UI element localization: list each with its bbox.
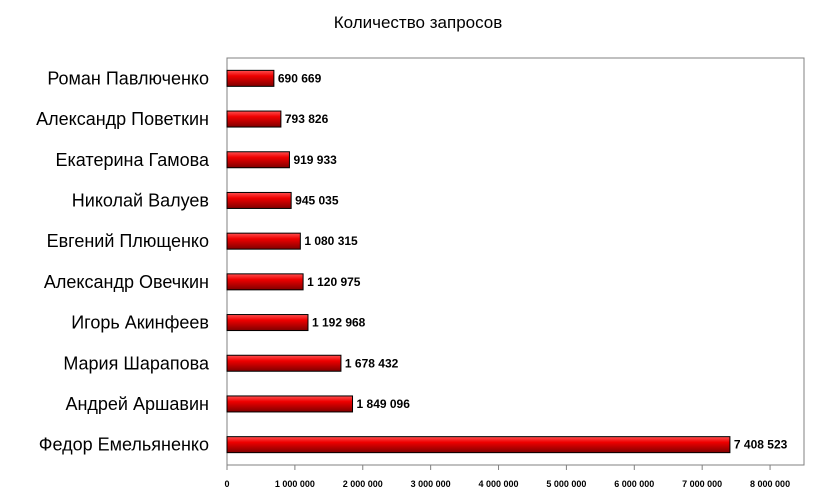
category-label: Евгений Плющенко [47, 231, 209, 251]
category-label: Игорь Акинфеев [71, 313, 209, 333]
bar [226, 110, 282, 128]
category-label: Николай Валуев [72, 190, 209, 210]
bar [226, 232, 301, 250]
bar [226, 436, 731, 454]
bar [226, 354, 342, 372]
category-label: Екатерина Гамова [56, 150, 210, 170]
category-label: Федор Емельяненко [39, 435, 209, 455]
value-label: 1 192 968 [312, 316, 366, 330]
bar [226, 191, 292, 209]
x-tick-label: 1 000 000 [275, 479, 315, 489]
bar [226, 69, 275, 87]
bar [226, 314, 309, 332]
category-label: Андрей Аршавин [65, 394, 209, 414]
x-tick-label: 5 000 000 [546, 479, 586, 489]
x-tick-label: 0 [224, 479, 229, 489]
x-tick-label: 6 000 000 [614, 479, 654, 489]
bar [226, 395, 354, 413]
bar [226, 273, 304, 291]
x-tick-label: 4 000 000 [479, 479, 519, 489]
value-label: 1 120 975 [307, 275, 361, 289]
category-label: Роман Павлюченко [47, 68, 209, 88]
value-label: 7 408 523 [734, 438, 788, 452]
chart-title: Количество запросов [334, 13, 503, 32]
category-label: Александр Овечкин [44, 272, 209, 292]
x-tick-label: 7 000 000 [682, 479, 722, 489]
category-label: Мария Шарапова [63, 353, 210, 373]
x-tick-label: 3 000 000 [411, 479, 451, 489]
value-label: 690 669 [278, 71, 322, 85]
value-label: 1 849 096 [357, 397, 411, 411]
x-tick-label: 2 000 000 [343, 479, 383, 489]
value-label: 1 080 315 [304, 234, 358, 248]
value-label: 793 826 [285, 112, 329, 126]
value-label: 1 678 432 [345, 356, 399, 370]
value-label: 945 035 [295, 193, 339, 207]
category-label: Александр Поветкин [36, 109, 209, 129]
x-tick-label: 8 000 000 [750, 479, 790, 489]
bar [226, 151, 290, 169]
value-label: 919 933 [293, 153, 337, 167]
